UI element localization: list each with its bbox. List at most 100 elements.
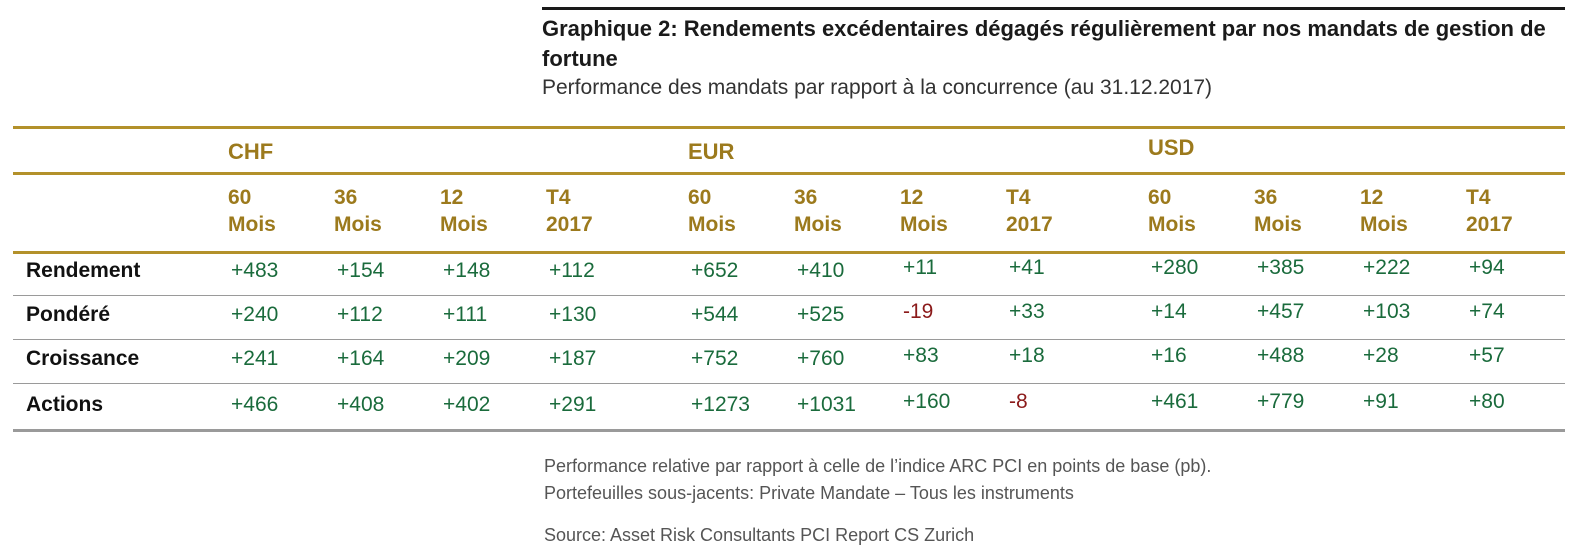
table-cell: -8 — [1009, 390, 1028, 413]
column-header-line2: Mois — [1254, 213, 1302, 236]
table-cell: +410 — [797, 259, 845, 282]
table-cell: +112 — [337, 303, 383, 326]
row-label: Actions — [26, 393, 104, 416]
table-cell: +1273 — [691, 393, 750, 416]
currency-header-usd: USD — [1148, 135, 1195, 160]
column-header-line2: 2017 — [1466, 213, 1513, 236]
table-cell: +280 — [1151, 256, 1199, 279]
table-cell: +525 — [797, 303, 845, 326]
row-divider — [13, 339, 1565, 340]
column-header: T4 2017 — [1466, 184, 1513, 238]
column-header-line2: Mois — [440, 213, 488, 236]
column-header-line2: Mois — [1148, 213, 1196, 236]
table-top-rule — [13, 126, 1565, 129]
table-cell: +457 — [1257, 300, 1305, 323]
table-cell: +1031 — [797, 393, 856, 416]
table-cell: +130 — [549, 303, 597, 326]
column-header-rule — [13, 251, 1565, 254]
column-header-line2: Mois — [900, 213, 948, 236]
table-cell: +148 — [443, 259, 491, 282]
footnote-relative-performance: Performance relative par rapport à celle… — [544, 456, 1212, 476]
footnote-underlying-portfolios: Portefeuilles sous-jacents: Private Mand… — [544, 483, 1074, 503]
table-cell: +33 — [1009, 300, 1045, 323]
column-header: 36 Mois — [334, 184, 382, 238]
table-cell: +14 — [1151, 300, 1187, 323]
table-cell: +16 — [1151, 344, 1187, 367]
table-cell: +94 — [1469, 256, 1505, 279]
table-cell: +779 — [1257, 390, 1305, 413]
table-cell: +483 — [231, 259, 279, 282]
table-cell: +112 — [549, 259, 595, 282]
column-header-line1: T4 — [1006, 186, 1031, 209]
table-cell: +466 — [231, 393, 279, 416]
table-cell: +461 — [1151, 390, 1199, 413]
column-header-line2: 2017 — [546, 213, 593, 236]
table-cell: +57 — [1469, 344, 1505, 367]
row-divider — [13, 295, 1565, 296]
column-header: 36 Mois — [794, 184, 842, 238]
currency-header-eur: EUR — [688, 139, 735, 164]
column-header-line1: 36 — [1254, 186, 1278, 209]
table-cell: +652 — [691, 259, 739, 282]
column-header-line2: Mois — [228, 213, 276, 236]
table-cell: +154 — [337, 259, 385, 282]
column-header: 60 Mois — [228, 184, 276, 238]
column-header-line1: 60 — [228, 186, 252, 209]
table-cell: +241 — [231, 347, 279, 370]
table-cell: +222 — [1363, 256, 1411, 279]
row-divider — [13, 383, 1565, 384]
column-header-line2: Mois — [1360, 213, 1408, 236]
table-cell: +41 — [1009, 256, 1045, 279]
column-header-line2: Mois — [688, 213, 736, 236]
table-cell: +209 — [443, 347, 491, 370]
row-label: Croissance — [26, 347, 140, 370]
column-header: T4 2017 — [546, 184, 593, 238]
column-header: 12 Mois — [440, 184, 488, 238]
column-header: 60 Mois — [1148, 184, 1196, 238]
table-cell: +752 — [691, 347, 739, 370]
column-header-line1: T4 — [546, 186, 571, 209]
table-cell: +18 — [1009, 344, 1045, 367]
table-cell: +240 — [231, 303, 279, 326]
column-header: T4 2017 — [1006, 184, 1053, 238]
chart-subtitle: Performance des mandats par rapport à la… — [542, 76, 1213, 99]
column-header-line1: 60 — [688, 186, 712, 209]
footnote-source: Source: Asset Risk Consultants PCI Repor… — [544, 525, 975, 545]
table-cell: +291 — [549, 393, 597, 416]
currency-header-rule — [13, 172, 1565, 175]
column-header: 36 Mois — [1254, 184, 1302, 238]
table-cell: +164 — [337, 347, 385, 370]
column-header-line2: 2017 — [1006, 213, 1053, 236]
column-header: 12 Mois — [900, 184, 948, 238]
table-cell: +408 — [337, 393, 385, 416]
table-cell: -19 — [903, 300, 934, 323]
table-cell: +111 — [443, 303, 488, 326]
column-header-line1: 60 — [1148, 186, 1172, 209]
table-cell: +760 — [797, 347, 845, 370]
column-header: 12 Mois — [1360, 184, 1408, 238]
column-header-line1: 12 — [900, 186, 924, 209]
table-cell: +80 — [1469, 390, 1505, 413]
column-header: 60 Mois — [688, 184, 736, 238]
table-cell: +402 — [443, 393, 491, 416]
table-cell: +385 — [1257, 256, 1305, 279]
table-cell: +11 — [903, 256, 938, 279]
table-cell: +28 — [1363, 344, 1399, 367]
table-cell: +74 — [1469, 300, 1505, 323]
table-cell: +187 — [549, 347, 597, 370]
table-bottom-rule — [13, 429, 1565, 432]
row-label: Rendement — [26, 259, 141, 282]
column-header-line2: Mois — [334, 213, 382, 236]
column-header-line2: Mois — [794, 213, 842, 236]
column-header-line1: 12 — [440, 186, 464, 209]
column-header-line1: 12 — [1360, 186, 1384, 209]
table-cell: +544 — [691, 303, 739, 326]
column-header-line1: 36 — [794, 186, 818, 209]
column-header-line1: T4 — [1466, 186, 1491, 209]
table-cell: +488 — [1257, 344, 1305, 367]
table-cell: +83 — [903, 344, 939, 367]
table-cell: +103 — [1363, 300, 1411, 323]
table-cell: +91 — [1363, 390, 1399, 413]
chart-title: Graphique 2: Rendements excédentaires dé… — [542, 16, 1546, 71]
currency-header-chf: CHF — [228, 139, 274, 164]
